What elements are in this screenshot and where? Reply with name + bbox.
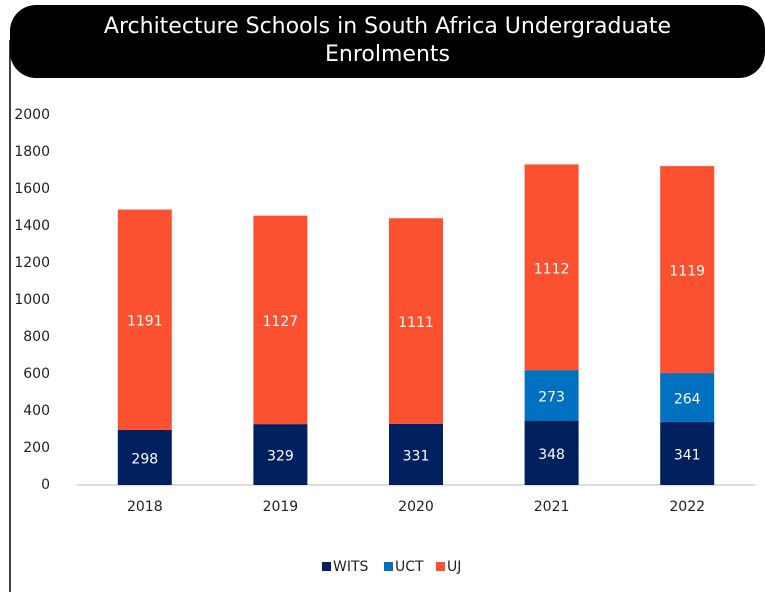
legend-swatch bbox=[436, 562, 445, 571]
y-tick-label: 400 bbox=[23, 403, 50, 419]
y-tick-label: 2000 bbox=[14, 107, 50, 123]
y-tick-label: 200 bbox=[23, 440, 50, 456]
bar-segment bbox=[524, 420, 579, 485]
data-label: 329 bbox=[267, 449, 294, 465]
bar-segment bbox=[253, 215, 308, 425]
x-tick-label: 2019 bbox=[263, 499, 299, 515]
y-tick-label: 600 bbox=[23, 366, 50, 382]
x-tick-label: 2020 bbox=[398, 499, 434, 515]
bar-segment bbox=[389, 423, 443, 485]
data-label: 1111 bbox=[398, 315, 434, 331]
bar-segment bbox=[524, 370, 579, 421]
x-tick-label: 2018 bbox=[127, 499, 163, 515]
y-tick-label: 1200 bbox=[14, 255, 50, 271]
data-label: 273 bbox=[538, 389, 565, 405]
y-tick-label: 800 bbox=[23, 329, 50, 345]
data-label: 1119 bbox=[669, 264, 705, 280]
x-tick-label: 2022 bbox=[669, 499, 705, 515]
data-label: 298 bbox=[131, 451, 158, 467]
y-tick-label: 1600 bbox=[14, 181, 50, 197]
bar-segment bbox=[117, 209, 172, 430]
data-label: 264 bbox=[674, 391, 701, 407]
chart-title: Architecture Schools in South Africa Und… bbox=[10, 5, 765, 78]
legend-swatch bbox=[322, 562, 331, 571]
bar-segment bbox=[660, 421, 715, 485]
bar-segment bbox=[660, 166, 715, 374]
legend-label: UJ bbox=[447, 559, 461, 575]
data-label: 341 bbox=[674, 447, 701, 463]
y-tick-label: 1400 bbox=[14, 218, 50, 234]
y-tick-label: 1000 bbox=[14, 292, 50, 308]
legend-label: UCT bbox=[395, 559, 424, 575]
data-label: 1112 bbox=[534, 261, 570, 277]
data-label: 1127 bbox=[263, 314, 299, 330]
bar-segment bbox=[660, 373, 715, 422]
data-label: 348 bbox=[538, 447, 565, 463]
bar-segment bbox=[253, 424, 308, 485]
bar-segment bbox=[117, 429, 172, 485]
bar-segment bbox=[389, 218, 443, 424]
x-tick-label: 2021 bbox=[534, 499, 570, 515]
data-label: 331 bbox=[403, 448, 430, 464]
y-tick-label: 1800 bbox=[14, 144, 50, 160]
data-label: 1191 bbox=[127, 314, 163, 330]
legend-swatch bbox=[384, 562, 393, 571]
bar-segment bbox=[524, 164, 579, 371]
legend-label: WITS bbox=[333, 559, 369, 575]
y-tick-label: 0 bbox=[41, 477, 50, 493]
